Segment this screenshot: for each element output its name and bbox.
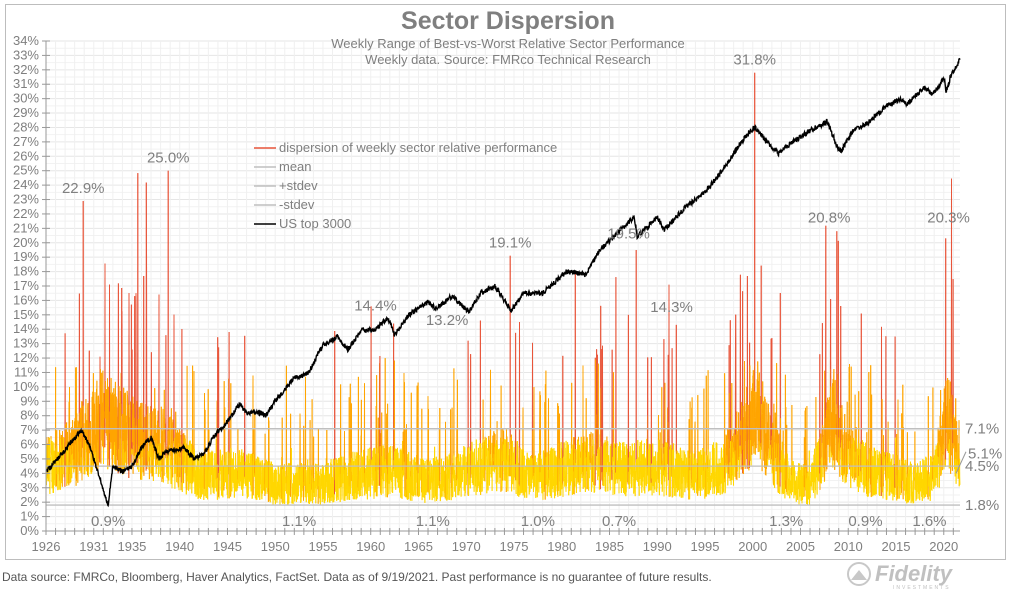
dispersion-series bbox=[45, 72, 961, 506]
